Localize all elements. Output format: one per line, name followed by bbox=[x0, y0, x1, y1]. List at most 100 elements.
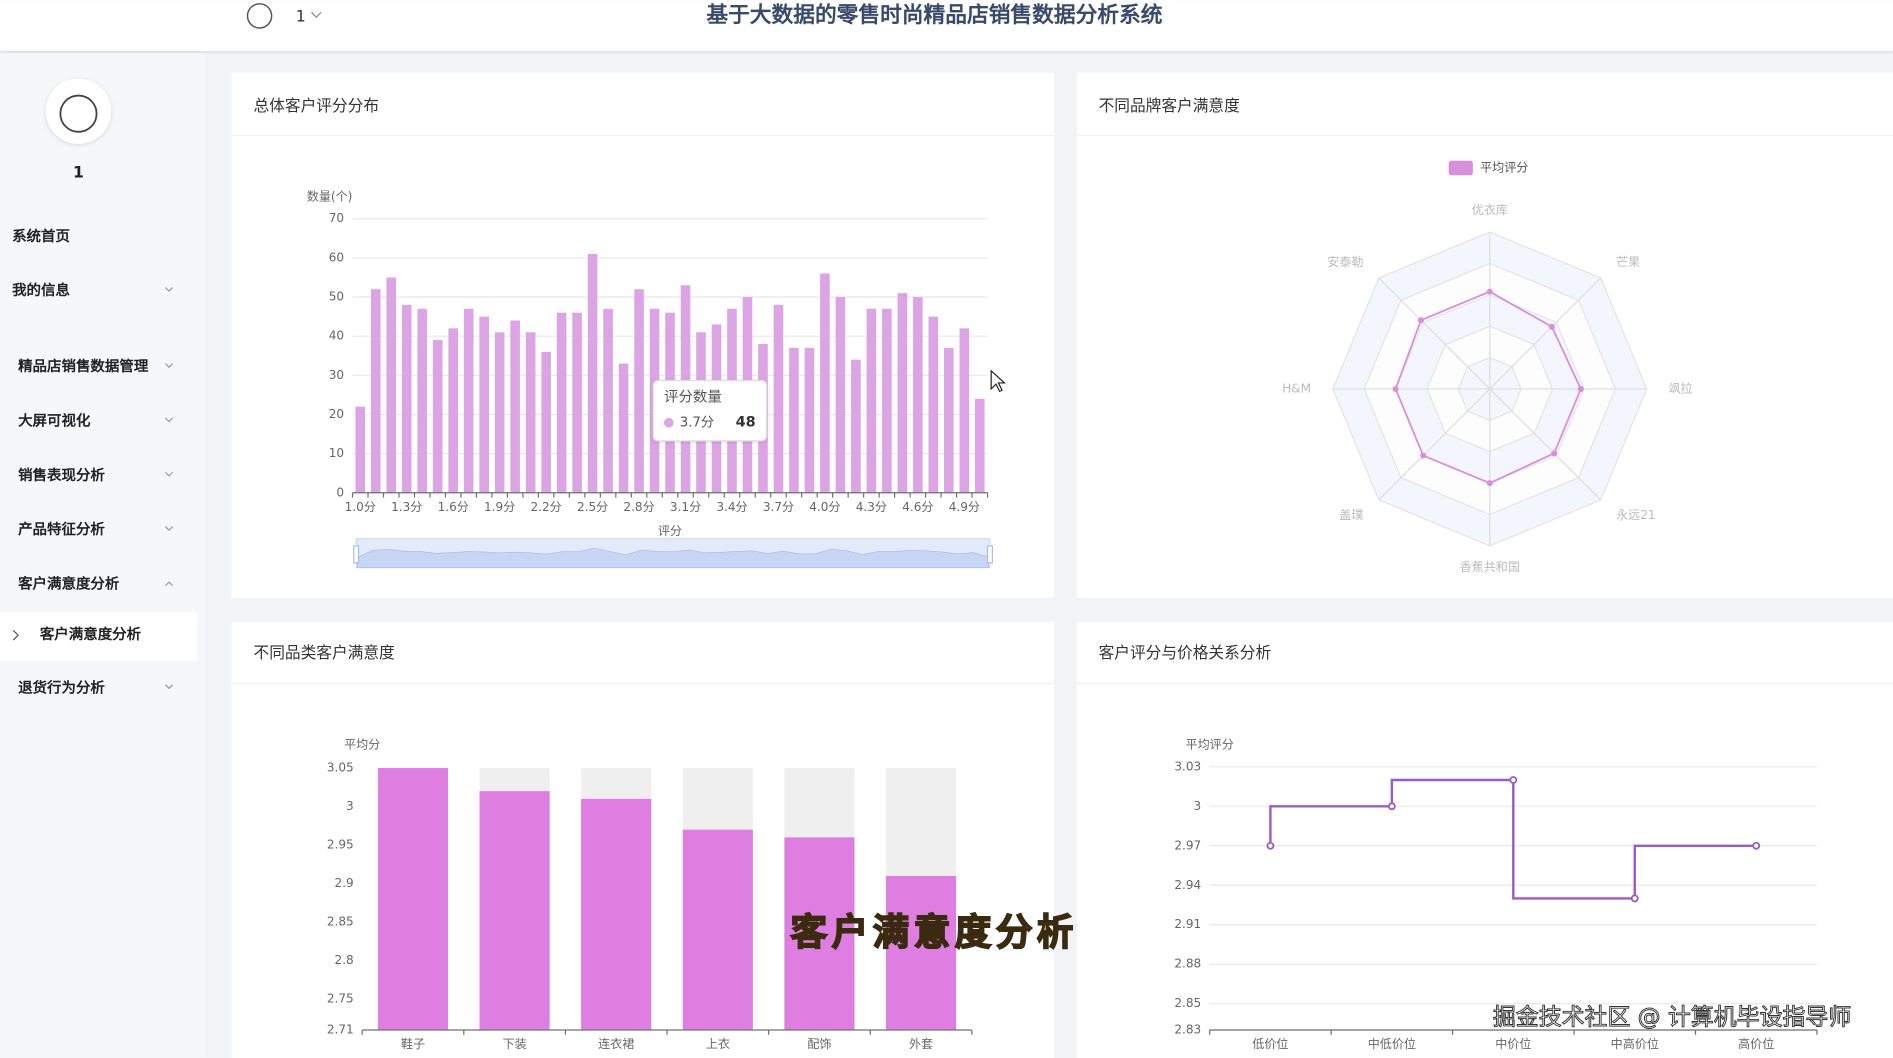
y-axis-name: 平均分 bbox=[344, 738, 380, 752]
y-tick-label: 3.05 bbox=[327, 761, 354, 775]
radar-point bbox=[1486, 288, 1493, 295]
menu-item[interactable]: 系统首页 bbox=[12, 227, 70, 245]
menu-item[interactable]: 产品特征分析 bbox=[18, 520, 105, 538]
video-caption: 客户满意度分析 bbox=[791, 911, 1078, 954]
menu-item[interactable]: 退货行为分析 bbox=[18, 678, 105, 696]
menu-chevron[interactable] bbox=[164, 526, 174, 532]
bar bbox=[882, 308, 892, 493]
bar bbox=[682, 829, 753, 1031]
bar bbox=[556, 312, 567, 493]
x-tick-label: 中价位 bbox=[1495, 1036, 1531, 1051]
charts: 总体客户评分分布 0 10 20 30 40 50 60 70 数量(个) 评分 1.0分 1.3分 1.… bbox=[254, 96, 1818, 1051]
radar-point bbox=[1551, 450, 1558, 457]
radar-point bbox=[1392, 385, 1399, 392]
y-tick-label: 2.71 bbox=[327, 1023, 354, 1037]
bar bbox=[432, 340, 443, 493]
y-tick-label: 2.88 bbox=[1174, 957, 1201, 971]
x-tick-label: 4.0分 bbox=[809, 500, 840, 514]
tooltip-value: 48 bbox=[736, 415, 756, 431]
x-tick-label: 4.9分 bbox=[949, 500, 980, 514]
x-tick-label: 2.2分 bbox=[531, 500, 562, 514]
y-tick-label: 2.97 bbox=[1174, 838, 1201, 852]
bar bbox=[944, 347, 954, 493]
bar bbox=[448, 328, 458, 493]
x-tick-label: 3.1分 bbox=[670, 500, 701, 514]
watermark: 掘金技术社区 @ 计算机毕设指导师 bbox=[1493, 1004, 1851, 1030]
bar bbox=[804, 347, 815, 493]
menu-item[interactable]: 大屏可视化 bbox=[18, 412, 91, 430]
header bbox=[0, 0, 1893, 51]
y-tick-label: 3.03 bbox=[1174, 759, 1201, 773]
y-tick-label: 3 bbox=[1194, 799, 1202, 813]
bar bbox=[959, 328, 970, 493]
bar bbox=[355, 406, 366, 493]
cursor bbox=[990, 369, 1007, 393]
y-tick-label: 3 bbox=[346, 799, 354, 813]
bar bbox=[885, 875, 957, 1031]
y-tick-label: 2.95 bbox=[327, 838, 354, 852]
menu-chevron[interactable] bbox=[164, 363, 174, 369]
point bbox=[1752, 841, 1761, 850]
bar bbox=[897, 293, 908, 493]
menu-chevron[interactable] bbox=[164, 287, 174, 293]
menu-item[interactable]: 客户满意度分析 bbox=[17, 575, 120, 593]
data-zoom-preview bbox=[356, 547, 990, 568]
data-zoom-handle[interactable] bbox=[986, 545, 993, 564]
radar-axis bbox=[1378, 388, 1491, 501]
bar bbox=[773, 304, 784, 493]
avatar-face bbox=[59, 94, 98, 133]
radar-axis bbox=[1378, 277, 1491, 390]
radar-point bbox=[1577, 385, 1584, 392]
bar bbox=[377, 768, 449, 1031]
x-tick-label: 中高价位 bbox=[1611, 1036, 1659, 1051]
radar-indicator: 盖璞 bbox=[1339, 508, 1363, 522]
x-tick-label: 配饰 bbox=[807, 1037, 831, 1051]
menu-item[interactable]: 精品店销售数据管理 bbox=[18, 357, 149, 375]
y-tick-label: 30 bbox=[329, 368, 344, 382]
bar bbox=[581, 798, 652, 1031]
menu-chevron[interactable] bbox=[164, 581, 174, 587]
point bbox=[1509, 776, 1518, 784]
x-tick-label: 3.4分 bbox=[716, 500, 747, 514]
y-axis-name: 平均评分 bbox=[1186, 738, 1234, 752]
panel-title: 不同品牌客户满意度 bbox=[1099, 96, 1240, 115]
menu-arrow[interactable] bbox=[12, 629, 19, 641]
y-tick-label: 0 bbox=[336, 485, 344, 499]
y-tick-label: 2.85 bbox=[1174, 996, 1201, 1010]
legend-label[interactable]: 平均评分 bbox=[1480, 161, 1528, 175]
x-tick-label: 外套 bbox=[909, 1037, 933, 1051]
bar bbox=[510, 320, 520, 493]
x-tick-label: 鞋子 bbox=[401, 1036, 425, 1051]
bar bbox=[634, 289, 644, 493]
radar-indicator: 芒果 bbox=[1616, 254, 1640, 269]
y-tick-label: 20 bbox=[329, 407, 344, 421]
bar bbox=[417, 308, 428, 493]
x-tick-label: 中低价位 bbox=[1368, 1036, 1416, 1051]
panel-title: 总体客户评分分布 bbox=[254, 96, 380, 115]
x-axis-name: 评分 bbox=[658, 524, 682, 538]
header-avatar[interactable] bbox=[246, 3, 273, 29]
menu-chevron[interactable] bbox=[164, 417, 174, 423]
y-tick-label: 2.8 bbox=[335, 953, 354, 967]
legend-swatch[interactable] bbox=[1448, 160, 1473, 176]
x-tick-label: 1.3分 bbox=[391, 500, 422, 514]
header-chevron[interactable] bbox=[311, 11, 322, 18]
menu-chevron[interactable] bbox=[164, 471, 174, 477]
menu-item[interactable]: 我的信息 bbox=[12, 281, 70, 299]
y-tick-label: 2.9 bbox=[335, 876, 354, 890]
bar bbox=[784, 837, 855, 1031]
data-zoom-handle[interactable] bbox=[353, 545, 360, 564]
header-user[interactable]: 1 bbox=[296, 7, 306, 26]
radar-indicator: 香蕉共和国 bbox=[1460, 560, 1520, 574]
bar bbox=[913, 297, 923, 493]
x-tick-label: 4.6分 bbox=[902, 500, 933, 514]
x-tick-label: 上衣 bbox=[706, 1036, 730, 1051]
menu-item[interactable]: 销售表现分析 bbox=[18, 466, 105, 484]
menu-item[interactable]: 客户满意度分析 bbox=[39, 625, 142, 643]
menu-chevron[interactable] bbox=[164, 684, 174, 690]
x-tick-label: 3.7分 bbox=[763, 500, 794, 514]
bar bbox=[463, 308, 474, 493]
radar-point bbox=[1417, 317, 1424, 324]
bar bbox=[928, 316, 939, 493]
bar bbox=[401, 304, 412, 493]
